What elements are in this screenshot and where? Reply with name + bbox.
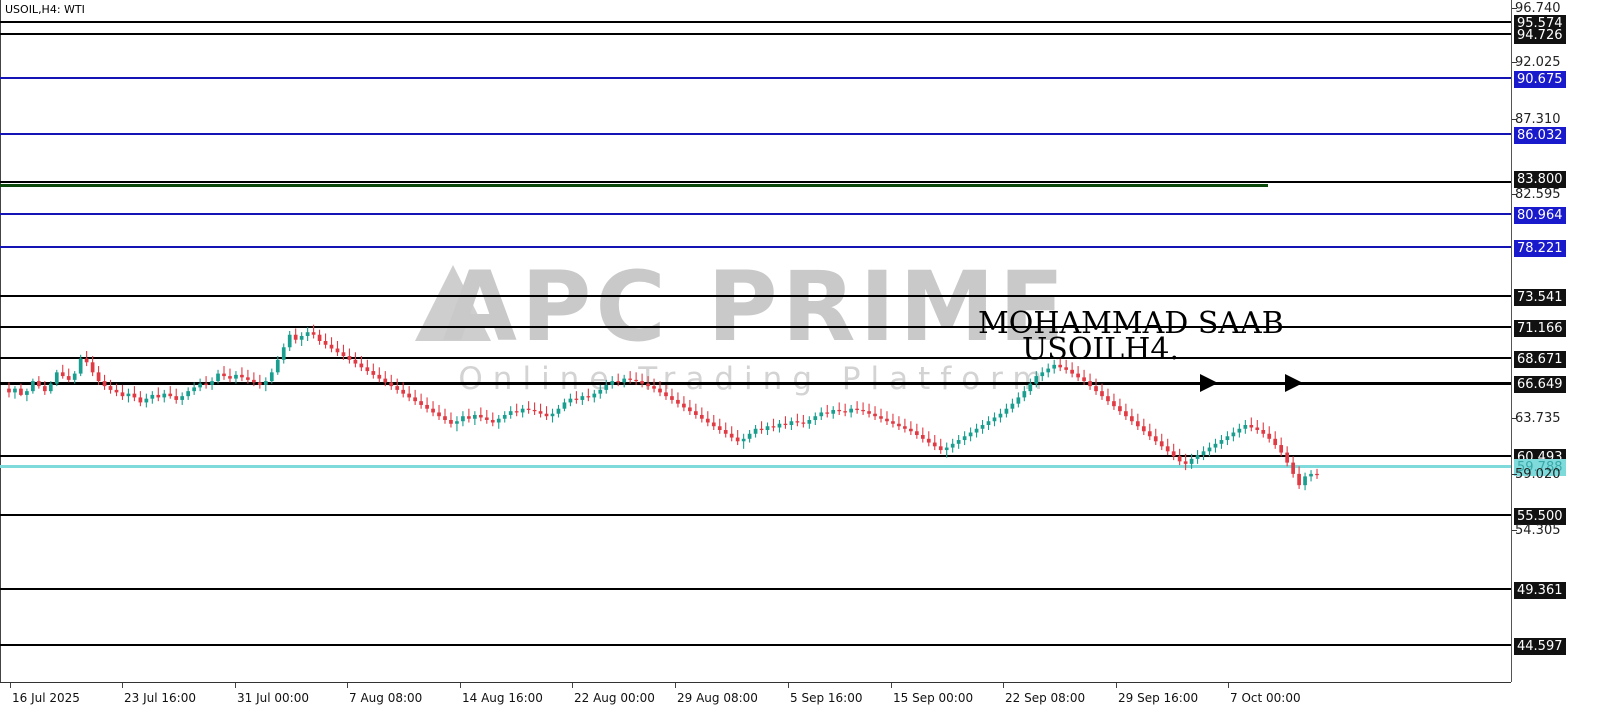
price-level-line[interactable] xyxy=(0,33,1511,35)
price-axis-label[interactable]: 80.964 xyxy=(1514,207,1566,224)
price-axis-label[interactable]: 63.735 xyxy=(1515,411,1561,426)
plot-left-border xyxy=(0,0,1,682)
time-axis-label[interactable]: 15 Sep 00:00 xyxy=(893,691,974,705)
time-tick-mark xyxy=(1116,683,1117,688)
price-level-line[interactable] xyxy=(0,213,1511,215)
price-level-line[interactable] xyxy=(0,514,1511,516)
price-axis-label[interactable]: 86.032 xyxy=(1514,127,1566,144)
chart-symbol-title: USOIL,H4: WTI xyxy=(5,3,85,16)
price-axis-line xyxy=(1511,0,1512,682)
time-axis[interactable]: 16 Jul 2025 23 Jul 16:00 31 Jul 00:00 7 Aug… xyxy=(0,683,1511,711)
price-level-line[interactable] xyxy=(0,382,1511,385)
price-level-line[interactable] xyxy=(0,455,1511,457)
price-axis-label[interactable]: 90.675 xyxy=(1514,71,1566,88)
price-axis-label[interactable]: 92.025 xyxy=(1515,55,1561,70)
time-axis-label[interactable]: 7 Aug 08:00 xyxy=(349,691,423,705)
time-tick-mark xyxy=(10,683,11,688)
price-tick-mark xyxy=(1512,418,1517,419)
price-axis-label[interactable]: 44.597 xyxy=(1514,638,1566,655)
arrow-head-icon xyxy=(1200,374,1218,392)
price-tick-mark xyxy=(1512,119,1517,120)
price-axis-label[interactable]: 68.671 xyxy=(1514,351,1566,368)
price-axis-label[interactable]: 49.361 xyxy=(1514,582,1566,599)
time-axis-label[interactable]: 14 Aug 16:00 xyxy=(462,691,543,705)
price-level-line[interactable] xyxy=(0,465,1511,468)
time-axis-line xyxy=(0,682,1511,683)
price-level-line[interactable] xyxy=(0,77,1511,79)
price-level-line[interactable] xyxy=(0,326,1511,328)
time-axis-label[interactable]: 7 Oct 00:00 xyxy=(1230,691,1301,705)
price-axis-label[interactable]: 54.305 xyxy=(1515,523,1561,538)
price-level-line[interactable] xyxy=(0,357,1511,359)
price-axis-label[interactable]: 94.726 xyxy=(1514,27,1566,44)
time-tick-mark xyxy=(1228,683,1229,688)
price-axis-label[interactable]: 59.788 xyxy=(1514,459,1566,476)
time-tick-mark xyxy=(788,683,789,688)
price-tick-mark xyxy=(1512,62,1517,63)
price-axis[interactable]: 96.740 95.574 94.726 92.025 90.675 87.310 86.0… xyxy=(1512,0,1600,682)
annotation-author: MOHAMMAD SAAB xyxy=(978,306,1284,341)
time-tick-mark xyxy=(235,683,236,688)
price-tick-mark xyxy=(1512,194,1517,195)
price-tick-mark xyxy=(1512,8,1517,9)
time-axis-label[interactable]: 31 Jul 00:00 xyxy=(237,691,309,705)
time-tick-mark xyxy=(675,683,676,688)
chart-plot-area[interactable]: APC PRIME Online Trading Platform MOHAMM… xyxy=(0,0,1511,682)
time-axis-label[interactable]: 22 Sep 08:00 xyxy=(1005,691,1086,705)
price-level-line[interactable] xyxy=(0,181,1511,183)
price-tick-mark xyxy=(1512,530,1517,531)
time-tick-mark xyxy=(891,683,892,688)
price-tick-mark xyxy=(1512,474,1517,475)
price-axis-label[interactable]: 83.800 xyxy=(1514,171,1566,188)
price-level-line[interactable] xyxy=(0,246,1511,248)
price-axis-label[interactable]: 55.500 xyxy=(1514,508,1566,525)
time-tick-mark xyxy=(460,683,461,688)
price-level-line[interactable] xyxy=(0,644,1511,646)
price-axis-label[interactable]: 73.541 xyxy=(1514,289,1566,306)
time-axis-label[interactable]: 29 Aug 08:00 xyxy=(677,691,758,705)
price-axis-label[interactable]: 59.020 xyxy=(1515,467,1561,482)
price-level-line[interactable] xyxy=(0,21,1511,23)
time-tick-mark xyxy=(1003,683,1004,688)
time-axis-label[interactable]: 22 Aug 00:00 xyxy=(574,691,655,705)
time-axis-label[interactable]: 16 Jul 2025 xyxy=(12,691,80,705)
price-level-line[interactable] xyxy=(0,295,1511,297)
price-level-line[interactable] xyxy=(0,588,1511,590)
time-axis-label[interactable]: 29 Sep 16:00 xyxy=(1118,691,1199,705)
price-axis-label[interactable]: 96.740 xyxy=(1515,1,1561,16)
arrow-head-icon xyxy=(1285,374,1303,392)
time-axis-label[interactable]: 5 Sep 16:00 xyxy=(790,691,863,705)
candlestick-series xyxy=(7,324,1319,491)
time-axis-label[interactable]: 23 Jul 16:00 xyxy=(124,691,196,705)
price-axis-label[interactable]: 71.166 xyxy=(1514,320,1566,337)
time-tick-mark xyxy=(572,683,573,688)
annotation-symbol: USOILH4. xyxy=(1022,332,1179,367)
price-level-line[interactable] xyxy=(0,133,1511,135)
price-axis-label[interactable]: 87.310 xyxy=(1515,112,1561,127)
time-tick-mark xyxy=(122,683,123,688)
price-axis-label[interactable]: 78.221 xyxy=(1514,240,1566,257)
time-tick-mark xyxy=(347,683,348,688)
price-axis-label[interactable]: 82.595 xyxy=(1515,187,1561,202)
price-level-line[interactable] xyxy=(0,184,1268,187)
price-axis-label[interactable]: 66.649 xyxy=(1514,376,1566,393)
